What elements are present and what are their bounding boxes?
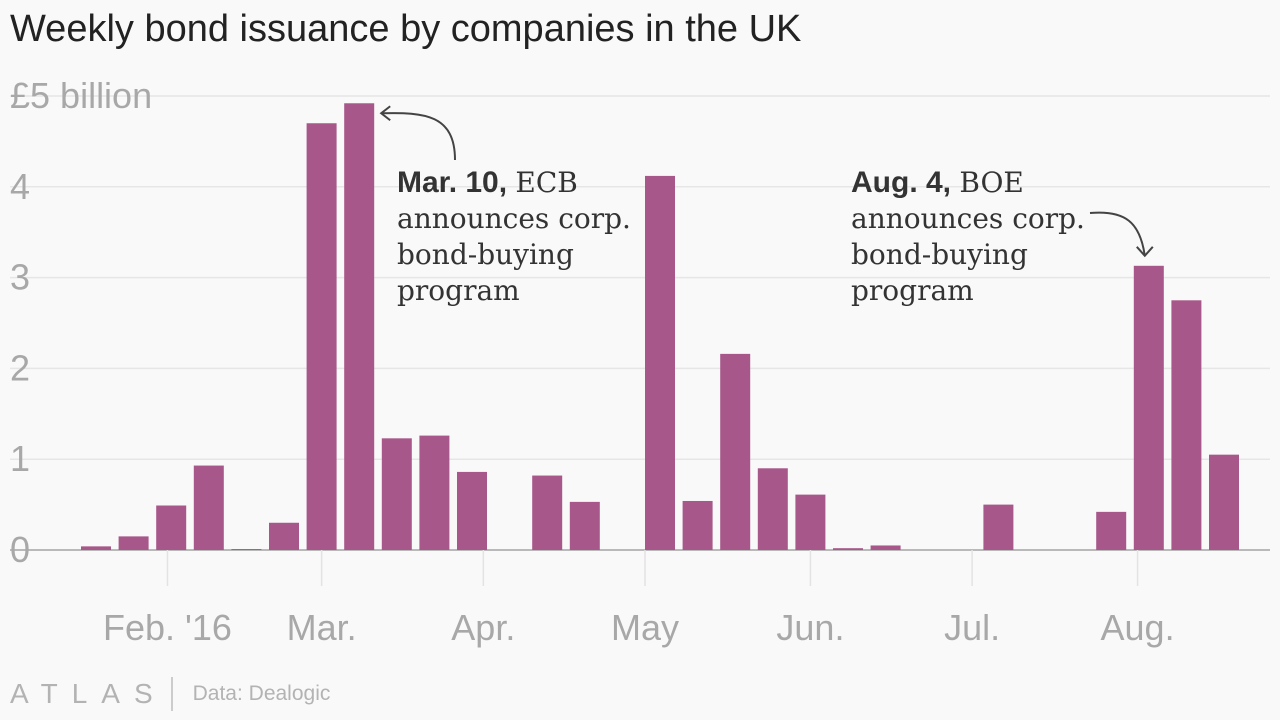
bar	[306, 123, 337, 551]
annotation-line: Mar. 10, ECB	[397, 166, 578, 199]
x-tick-label: Aug.	[1101, 607, 1175, 648]
bar	[419, 435, 450, 550]
annotation-line: announces corp.	[851, 202, 1085, 235]
bar	[81, 546, 111, 550]
y-tick-label: £5 billion	[10, 75, 152, 116]
source-note: Data: Dealogic	[192, 682, 331, 705]
bar	[833, 548, 863, 550]
bar	[532, 475, 563, 550]
bar	[118, 536, 149, 550]
bar	[156, 505, 187, 550]
annotation-line: bond-buying	[397, 238, 574, 271]
bar	[193, 465, 224, 550]
bar	[269, 522, 299, 550]
chart-title: Weekly bond issuance by companies in the…	[10, 8, 802, 50]
footer-divider	[170, 677, 173, 711]
bar	[983, 504, 1014, 550]
bar	[344, 103, 375, 550]
bar	[682, 500, 713, 550]
x-gridlines	[166, 550, 1139, 586]
x-tick-label: Apr.	[451, 607, 515, 648]
bar	[757, 468, 788, 550]
annotation-line: announces corp.	[397, 202, 631, 235]
annotation-line: Aug. 4, BOE	[851, 166, 1024, 199]
annotation-line: bond-buying	[851, 238, 1028, 271]
x-tick-labels: Feb. '16 Mar. Apr. May Jun. Jul. Aug.	[103, 607, 1175, 648]
y-tick-label: 2	[10, 347, 30, 388]
arrow-head	[379, 105, 391, 122]
bar	[1133, 265, 1164, 550]
annotation-line: program	[397, 274, 520, 307]
annotation-arrow	[1089, 211, 1146, 256]
bar	[870, 545, 901, 550]
bar	[720, 353, 751, 550]
annotation-arrow	[381, 112, 456, 161]
arrow-head	[1136, 246, 1154, 258]
y-tick-label: 3	[10, 257, 30, 298]
bar	[1096, 511, 1127, 550]
bar	[1209, 454, 1239, 550]
bar	[231, 549, 262, 550]
bar	[569, 501, 600, 550]
atlas-logo: ATLAS	[10, 678, 167, 709]
y-tick-label: 0	[10, 529, 30, 570]
bar	[381, 438, 412, 550]
y-tick-label: 4	[10, 166, 30, 207]
x-tick-label: May	[611, 607, 679, 648]
bars	[81, 103, 1239, 551]
bar	[1171, 300, 1202, 550]
x-tick-label: Mar.	[287, 607, 357, 648]
bar	[795, 494, 826, 550]
annotation-line: program	[851, 274, 974, 307]
footer: ATLAS Data: Dealogic	[10, 676, 330, 712]
bar	[645, 175, 675, 551]
y-tick-labels: 0 1 2 3 4 £5 billion	[10, 75, 152, 570]
x-tick-label: Jul.	[944, 607, 1000, 648]
bar	[457, 471, 487, 550]
y-tick-label: 1	[10, 438, 30, 479]
x-tick-label: Feb. '16	[103, 607, 232, 648]
x-tick-label: Jun.	[776, 607, 844, 648]
